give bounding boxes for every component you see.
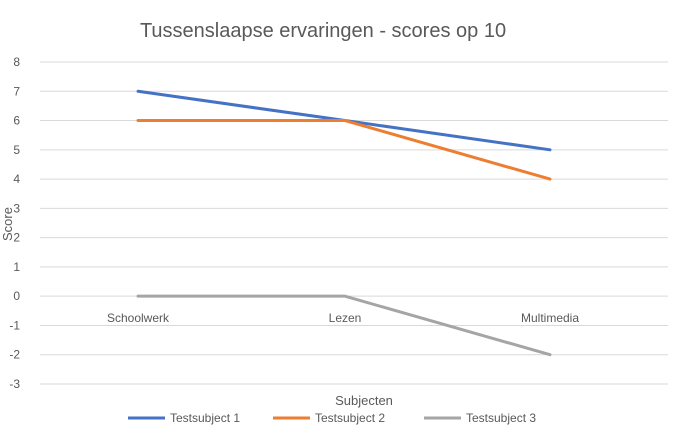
y-tick-label: -1: [9, 318, 20, 332]
chart-title: Tussenslaapse ervaringen - scores op 10: [140, 20, 506, 42]
y-tick-label: -2: [9, 348, 20, 362]
y-tick-label: 3: [13, 201, 20, 215]
x-tick-label: Lezen: [329, 311, 362, 325]
gridlines: [40, 61, 668, 385]
y-tick-label: -3: [9, 377, 20, 391]
x-tick-label: Schoolwerk: [107, 311, 170, 325]
series-lines: [136, 89, 552, 357]
y-tick-label: 4: [13, 172, 20, 186]
x-axis-ticks: Schoolwerk Lezen Multimedia: [107, 311, 579, 325]
y-tick-label: 6: [13, 114, 20, 128]
y-tick-label: 7: [13, 84, 20, 98]
y-tick-label: 1: [13, 260, 20, 274]
legend-label: Testsubject 1: [170, 411, 240, 425]
legend-label: Testsubject 3: [466, 411, 536, 425]
x-axis-label: Subjecten: [335, 393, 393, 408]
series-line-3: [136, 294, 552, 357]
legend: Testsubject 1 Testsubject 2 Testsubject 3: [128, 411, 536, 425]
y-tick-label: 2: [13, 231, 20, 245]
y-tick-label: 8: [13, 55, 20, 69]
series-line-2: [136, 119, 552, 181]
y-axis-ticks: 8 7 6 5 4 3 2 1 0 -1 -2 -3: [9, 55, 20, 391]
y-tick-label: 5: [13, 143, 20, 157]
legend-label: Testsubject 2: [315, 411, 385, 425]
x-tick-label: Multimedia: [521, 311, 579, 325]
y-axis-label: Score: [0, 207, 15, 241]
y-tick-label: 0: [13, 289, 20, 303]
